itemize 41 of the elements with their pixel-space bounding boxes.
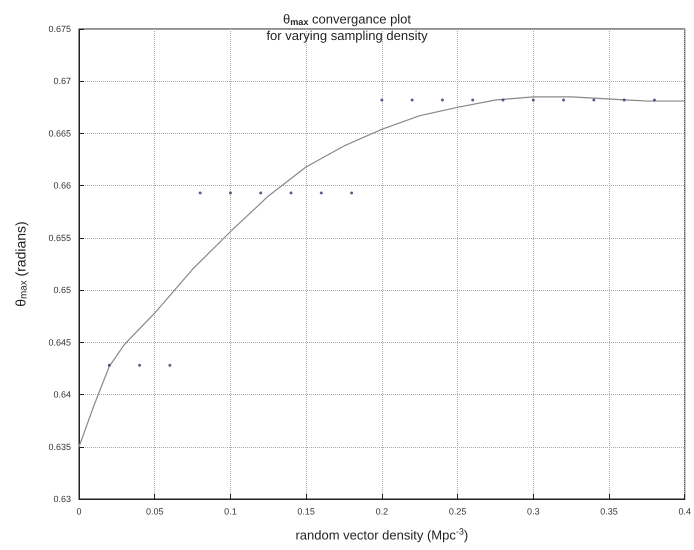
x-tick-label: 0.4 xyxy=(678,506,691,516)
point xyxy=(502,98,505,102)
point xyxy=(198,191,202,194)
point xyxy=(562,98,566,102)
point xyxy=(168,364,172,367)
y-tick-label: 0.65 xyxy=(53,285,71,296)
point xyxy=(592,98,596,102)
y-tick-label: 0.665 xyxy=(48,128,71,138)
x-tick-label: 0.25 xyxy=(448,506,466,516)
point xyxy=(440,98,444,102)
x-tick-label: 0 xyxy=(76,506,82,516)
point xyxy=(410,98,414,102)
y-tick-label: 0.64 xyxy=(53,390,71,400)
y-tick-label: 0.655 xyxy=(48,232,71,243)
y-tick-label: 0.63 xyxy=(53,494,71,504)
y-tick-label: 0.675 xyxy=(48,24,71,34)
x-tick-label: 0.15 xyxy=(297,506,315,516)
point xyxy=(471,98,474,102)
y-tick-label: 0.66 xyxy=(53,180,71,191)
y-axis-title: θmax (radians) xyxy=(12,221,30,307)
point xyxy=(380,98,384,102)
point xyxy=(652,98,656,102)
x-tick-label: 0.1 xyxy=(224,506,237,516)
x-tick-label: 0.05 xyxy=(146,506,164,516)
point xyxy=(108,364,111,367)
line-series xyxy=(78,96,686,448)
point xyxy=(228,191,232,194)
chart-subtitle: for varying sampling density xyxy=(266,28,428,43)
point xyxy=(350,191,354,194)
x-tick-label: 0.2 xyxy=(376,506,388,516)
point xyxy=(138,364,142,367)
y-tick-label: 0.67 xyxy=(53,76,71,86)
point xyxy=(259,191,262,194)
y-tick-label: 0.635 xyxy=(48,442,71,452)
y-tick-label: 0.645 xyxy=(48,337,71,348)
point xyxy=(290,191,293,194)
point xyxy=(532,98,535,102)
point xyxy=(320,191,323,194)
x-tick-label: 0.3 xyxy=(527,506,540,516)
point xyxy=(622,98,626,102)
x-tick-label: 0.35 xyxy=(600,506,618,516)
